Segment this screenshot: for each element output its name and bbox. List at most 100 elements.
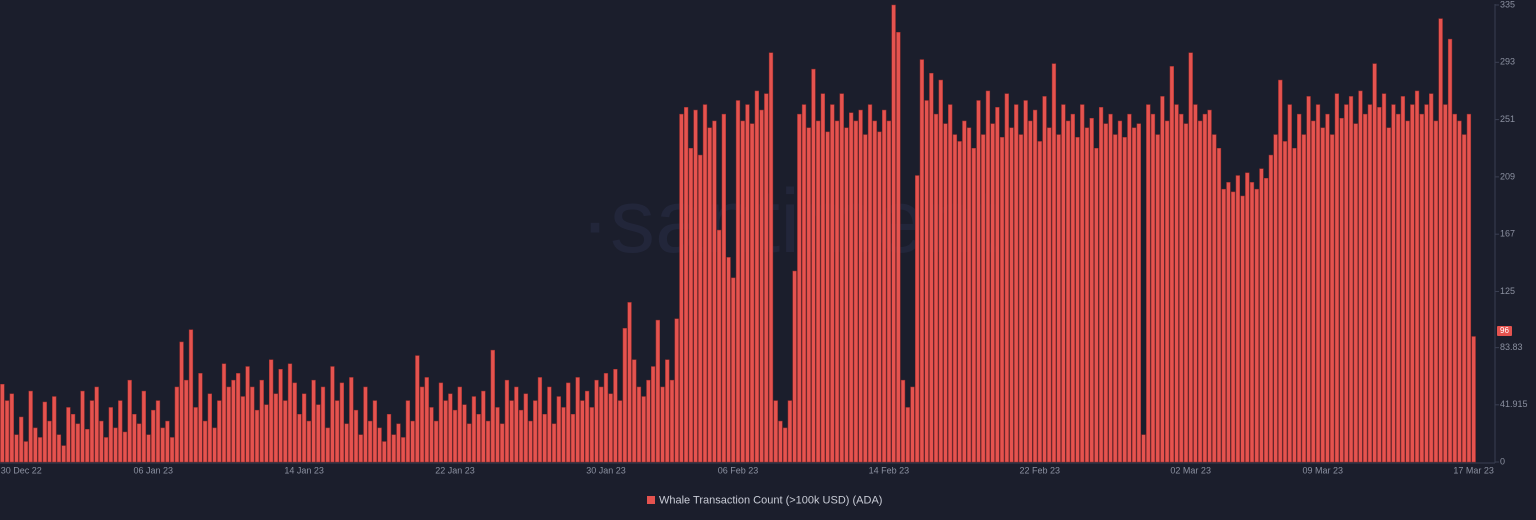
bar (1381, 93, 1387, 463)
bar (721, 113, 726, 463)
bar (575, 377, 580, 463)
bar (839, 93, 844, 463)
bar (344, 423, 349, 463)
bar (1334, 93, 1340, 463)
bar (1264, 178, 1269, 463)
bar (28, 390, 33, 463)
bar (660, 386, 665, 463)
bar (127, 379, 132, 463)
bar (1353, 123, 1358, 463)
bar (1377, 107, 1382, 463)
bar (1117, 120, 1123, 463)
x-tick-label: 14 Jan 23 (284, 465, 324, 475)
bar (9, 393, 14, 463)
bar (792, 270, 797, 463)
bar (1297, 113, 1302, 463)
bar (1410, 104, 1415, 463)
bar (971, 147, 976, 463)
y-tick-label: 251 (1500, 114, 1515, 124)
bar (113, 427, 118, 463)
bar (1301, 134, 1307, 463)
bar (1047, 127, 1052, 463)
bar (650, 366, 656, 463)
bar (1131, 127, 1137, 463)
bar (1358, 90, 1363, 463)
bar (985, 90, 991, 463)
bar (811, 68, 816, 463)
bar (1287, 104, 1292, 463)
bar (438, 382, 444, 463)
bar (160, 427, 165, 463)
bar (551, 423, 557, 463)
x-tick-label: 30 Jan 23 (586, 465, 626, 475)
bar (773, 400, 778, 463)
bar (863, 134, 868, 463)
bar (693, 109, 698, 463)
bar (1348, 96, 1354, 463)
bar (830, 104, 835, 463)
legend-label: Whale Transaction Count (>100k USD) (ADA… (659, 494, 882, 506)
bar (94, 386, 99, 463)
bar (1070, 113, 1075, 463)
bar (401, 437, 406, 463)
bar (1429, 93, 1434, 463)
bar (674, 318, 679, 463)
bar (1231, 191, 1236, 463)
bar (1056, 134, 1061, 463)
bar (122, 431, 128, 463)
bar (933, 113, 939, 463)
bar (1042, 96, 1047, 463)
bar (547, 386, 552, 463)
bar (424, 377, 429, 463)
bar (891, 4, 896, 463)
bar (1235, 175, 1240, 463)
bar (1061, 104, 1066, 463)
bar (1094, 147, 1099, 463)
x-tick-label: 06 Feb 23 (718, 465, 759, 475)
bar (1372, 63, 1377, 463)
bar (1183, 123, 1189, 463)
bar (731, 277, 736, 463)
bar (1249, 182, 1255, 463)
bar (0, 383, 5, 463)
bar (504, 379, 510, 463)
bar (683, 107, 689, 463)
current-value-label: 96 (1500, 326, 1509, 335)
bar (1080, 104, 1085, 463)
bar (858, 109, 863, 463)
bar (1108, 113, 1113, 463)
bar (151, 409, 156, 463)
bar (495, 407, 500, 463)
bar (1065, 120, 1071, 463)
bar (806, 127, 811, 463)
bar (335, 400, 340, 463)
bar (877, 131, 882, 463)
bar (1452, 113, 1457, 463)
bar (198, 373, 203, 463)
bar (188, 329, 194, 463)
bar (943, 123, 948, 463)
bar (306, 420, 312, 463)
bar (217, 400, 222, 463)
bar (702, 104, 708, 463)
bar (1150, 113, 1156, 463)
bar (37, 437, 43, 463)
bar (236, 373, 241, 463)
bar (1188, 52, 1193, 463)
bar (1400, 96, 1406, 463)
bar (1259, 168, 1264, 463)
bar (1462, 134, 1467, 463)
bar (231, 379, 236, 463)
bar (1447, 38, 1453, 463)
bar (867, 104, 873, 463)
bar (853, 120, 859, 463)
legend-swatch (647, 496, 655, 504)
bar (910, 386, 915, 463)
bar (981, 134, 986, 463)
bar (1169, 66, 1174, 463)
bar (556, 396, 561, 463)
bar (1414, 90, 1420, 463)
bar (1193, 104, 1198, 463)
bar (570, 414, 576, 463)
bar (537, 377, 543, 463)
